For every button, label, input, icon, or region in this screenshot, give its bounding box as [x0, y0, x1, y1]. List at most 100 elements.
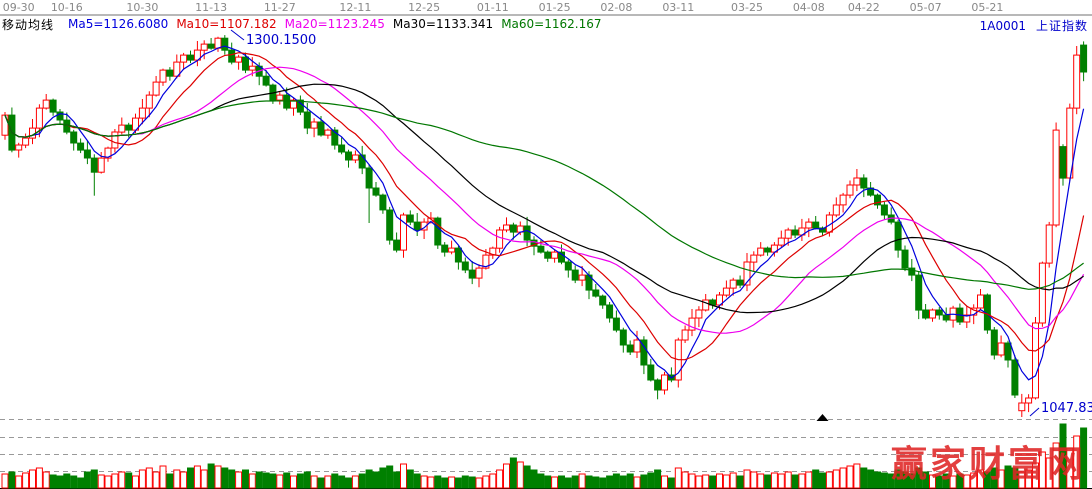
volume-bar [606, 475, 614, 489]
volume-bar [482, 475, 490, 489]
volume-bar [990, 467, 998, 489]
volume-bar [647, 472, 655, 489]
ma-legend-item: Ma30=1133.341 [392, 17, 494, 31]
volume-bar [922, 471, 930, 489]
volume-bar [166, 473, 174, 489]
volume-bar [709, 475, 717, 489]
volume-bar [1073, 435, 1081, 489]
volume-bar [880, 472, 888, 489]
volume-bar [338, 475, 346, 489]
peak-price-label: 1300.1500 [246, 33, 317, 48]
volume-bar [152, 471, 160, 489]
volume-bar [276, 474, 284, 489]
volume-bar [406, 469, 414, 489]
volume-bar [688, 473, 696, 489]
volume-bar [764, 474, 772, 489]
volume-bar [1, 473, 9, 489]
ma60-line [4, 100, 1084, 290]
volume-bar [441, 477, 449, 489]
volume-bar [997, 469, 1005, 489]
volume-bar [901, 471, 909, 489]
volume-bar [317, 477, 325, 489]
date-tick-label: 01-11 [476, 1, 509, 14]
volume-bar [983, 471, 991, 489]
volume-bar [310, 475, 318, 489]
volume-bar [661, 475, 668, 489]
volume-bar [207, 463, 215, 489]
volume-bar [125, 472, 133, 489]
volume-bar [187, 467, 194, 489]
volume-bar [970, 472, 978, 489]
volume-bar [1066, 447, 1074, 489]
volume-bar [722, 474, 730, 489]
volume-bar [935, 475, 943, 489]
volume-bar [757, 473, 765, 489]
volume-bar [345, 477, 352, 489]
volume-bar [221, 467, 229, 489]
volume-bar [977, 469, 984, 489]
volume-bar [949, 475, 957, 489]
volume-bar [290, 475, 297, 489]
date-tick-label: 05-07 [909, 1, 942, 14]
volume-bar [784, 471, 792, 489]
ma-legend-item: Ma5=1126.6080 [68, 17, 169, 31]
volume-bar [1038, 451, 1046, 489]
volume-bar [592, 476, 600, 489]
date-tick-label: 10-16 [50, 1, 83, 14]
volume-bar [681, 471, 689, 489]
volume-bar [846, 465, 854, 489]
date-tick-label: 02-08 [600, 1, 633, 14]
volume-bar [454, 477, 462, 489]
volume-bar [393, 471, 401, 489]
date-tick-label: 11-27 [263, 1, 296, 14]
volume-bar [798, 473, 806, 489]
event-marker-triangle-icon [816, 414, 829, 421]
volume-bar [351, 475, 359, 489]
peak-pointer-line [230, 29, 245, 41]
volume-bar [1018, 471, 1026, 489]
date-tick-label: 10-30 [126, 1, 159, 14]
volume-bar [915, 467, 923, 489]
ma20-line [4, 66, 1085, 334]
volume-bar [633, 476, 641, 489]
volume-bar [63, 473, 71, 489]
ma10-line [4, 52, 1085, 361]
volume-bar [413, 473, 421, 489]
volume-bar [929, 474, 936, 489]
volume-bar [695, 475, 703, 489]
volume-bar [42, 471, 50, 489]
volume-bar [132, 475, 139, 489]
volume-bar [702, 474, 710, 489]
ma-legend-item: Ma60=1162.167 [501, 17, 602, 31]
volume-bar [1052, 442, 1060, 489]
volume-bar [56, 475, 64, 489]
volume-bar [200, 469, 208, 489]
volume-bar [214, 465, 222, 489]
date-tick-label: 03-25 [731, 1, 763, 14]
volume-bar [324, 475, 332, 489]
volume-bar [654, 469, 662, 489]
volume-bar [262, 472, 270, 489]
volume-pane [1, 423, 1088, 489]
volume-bar [564, 477, 572, 489]
volume-bar [461, 475, 469, 489]
volume-bar [15, 475, 23, 489]
date-tick-label: 04-08 [792, 1, 825, 14]
volume-bar [1080, 427, 1088, 489]
date-tick-label: 12-11 [339, 1, 372, 14]
volume-bar [956, 473, 964, 489]
volume-bar [365, 469, 373, 489]
volume-bar [551, 476, 559, 489]
ma-legend-items: Ma5=1126.6080 Ma10=1107.182 Ma20=1123.245 M… [68, 17, 609, 31]
volume-bar [434, 475, 442, 489]
volume-bar [118, 471, 126, 489]
volume-bar [242, 469, 249, 489]
low-price-label: 1047.83 [1041, 401, 1092, 416]
volume-bar [49, 474, 57, 489]
volume-bar [1059, 423, 1067, 489]
pane-title: 移动均线 [2, 17, 55, 32]
ma-legend-item: Ma10=1107.182 [176, 17, 277, 31]
volume-bar [1032, 462, 1039, 489]
index-title: 1A0001 上证指数 [980, 17, 1088, 34]
